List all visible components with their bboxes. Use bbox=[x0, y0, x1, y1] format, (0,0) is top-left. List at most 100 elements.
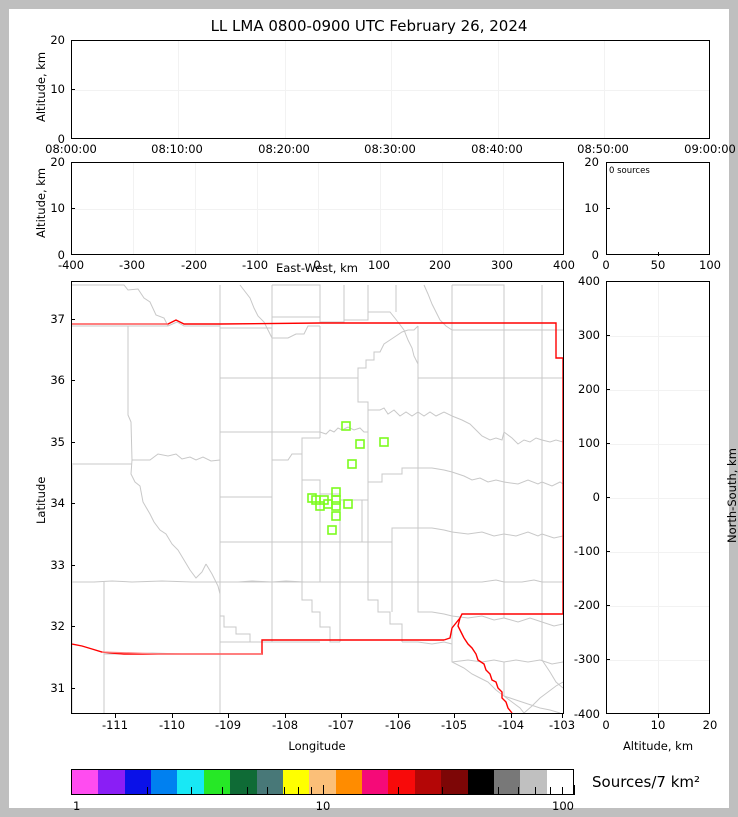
matplotlib-figure: LL LMA 0800-0900 UTC February 26, 2024 2… bbox=[9, 9, 738, 813]
y-tick-label: 10 bbox=[50, 201, 65, 215]
source-marker bbox=[327, 525, 337, 535]
tick bbox=[341, 714, 342, 718]
colorbar-segment bbox=[441, 770, 468, 794]
y-tick-label: 34 bbox=[50, 496, 65, 510]
gridline bbox=[72, 209, 563, 210]
gridline bbox=[285, 41, 286, 138]
colorbar-minor-tick bbox=[190, 787, 192, 795]
y-tick-label: 300 bbox=[578, 328, 600, 342]
y-tick-label: 20 bbox=[50, 155, 65, 169]
colorbar-minor-tick bbox=[146, 787, 148, 795]
colorbar-segment bbox=[282, 770, 310, 794]
x-tick-label: -104 bbox=[497, 718, 525, 732]
colorbar-segment bbox=[546, 770, 573, 794]
colorbar-segment bbox=[230, 770, 257, 794]
ew-panel-xlabel: East-West, km bbox=[276, 261, 358, 275]
y-tick-label: 400 bbox=[578, 274, 600, 288]
tick bbox=[606, 659, 610, 660]
tick bbox=[228, 714, 229, 718]
x-tick-label: -106 bbox=[384, 718, 412, 732]
gridline bbox=[380, 163, 381, 254]
tick bbox=[606, 497, 610, 498]
y-tick-label: 33 bbox=[50, 558, 65, 572]
colorbar-segment bbox=[151, 770, 178, 794]
x-tick-label: -107 bbox=[327, 718, 355, 732]
x-tick-label: 08:10:00 bbox=[151, 142, 203, 156]
x-tick-label: -108 bbox=[271, 718, 299, 732]
x-tick-label: 0 bbox=[602, 258, 610, 272]
tick bbox=[511, 714, 512, 718]
source-marker bbox=[307, 493, 317, 503]
tick bbox=[71, 89, 75, 90]
colorbar-minor-tick bbox=[549, 787, 551, 795]
colorbar-minor-tick bbox=[473, 787, 475, 795]
colorbar[interactable] bbox=[71, 769, 574, 795]
colorbar-major-tick bbox=[322, 785, 324, 795]
y-tick-label: 100 bbox=[578, 436, 600, 450]
x-tick-label: 200 bbox=[429, 258, 451, 272]
tick bbox=[71, 442, 75, 443]
tick bbox=[606, 443, 610, 444]
tick bbox=[606, 208, 610, 209]
gridline bbox=[318, 163, 319, 254]
source-marker bbox=[379, 437, 389, 447]
source-marker bbox=[331, 511, 341, 521]
x-tick-label: 08:00:00 bbox=[45, 142, 97, 156]
source-marker bbox=[331, 501, 341, 511]
tick bbox=[398, 714, 399, 718]
colorbar-segment bbox=[177, 770, 204, 794]
tick bbox=[285, 714, 286, 718]
ew-panel-ylabel: Altitude, km bbox=[34, 167, 48, 238]
x-tick-label: 0 bbox=[313, 258, 321, 272]
colorbar-minor-tick bbox=[222, 787, 224, 795]
gridline bbox=[658, 282, 659, 713]
colorbar-minor-tick bbox=[310, 787, 312, 795]
altitude-histogram-panel[interactable]: 0 sources bbox=[606, 162, 710, 255]
colorbar-minor-tick bbox=[518, 787, 520, 795]
y-tick-label: 0 bbox=[591, 248, 599, 262]
map-xlabel: Longitude bbox=[288, 739, 346, 753]
source-marker bbox=[355, 439, 365, 449]
y-tick-label: -200 bbox=[573, 598, 600, 612]
tick bbox=[658, 714, 659, 718]
colorbar-segment bbox=[520, 770, 547, 794]
source-marker bbox=[341, 421, 351, 431]
source-marker bbox=[347, 459, 357, 469]
gridline bbox=[604, 41, 605, 138]
y-tick-label: 20 bbox=[50, 33, 65, 47]
colorbar-segment bbox=[335, 770, 363, 794]
tick bbox=[606, 335, 610, 336]
gridline bbox=[503, 163, 504, 254]
x-tick-label: -100 bbox=[241, 258, 269, 272]
source-marker bbox=[343, 499, 353, 509]
x-tick-label: 08:30:00 bbox=[364, 142, 416, 156]
y-tick-label: 35 bbox=[50, 435, 65, 449]
colorbar-minor-tick bbox=[298, 787, 300, 795]
y-tick-label: 32 bbox=[50, 619, 65, 633]
figure-title: LL LMA 0800-0900 UTC February 26, 2024 bbox=[210, 17, 528, 35]
ns-panel-ylabel: North-South, km bbox=[725, 448, 738, 543]
x-tick-label: 09:00:00 bbox=[684, 142, 736, 156]
time-height-panel[interactable] bbox=[71, 40, 710, 139]
y-tick-label: 10 bbox=[584, 201, 599, 215]
north-south-height-panel[interactable] bbox=[606, 281, 710, 714]
colorbar-major-tick bbox=[71, 785, 72, 795]
colorbar-minor-tick bbox=[246, 787, 248, 795]
tick bbox=[454, 714, 455, 718]
y-tick-label: 31 bbox=[50, 681, 65, 695]
gridline bbox=[72, 90, 709, 91]
x-tick-label: 0 bbox=[602, 718, 610, 732]
y-tick-label: -400 bbox=[573, 707, 600, 721]
y-tick-label: -100 bbox=[573, 544, 600, 558]
x-tick-label: 08:40:00 bbox=[471, 142, 523, 156]
map-panel[interactable] bbox=[71, 281, 564, 714]
y-tick-label: 0 bbox=[57, 132, 65, 146]
colorbar-title: Sources/7 km² bbox=[592, 773, 701, 791]
time-panel-ylabel: Altitude, km bbox=[34, 51, 48, 122]
gridline bbox=[498, 41, 499, 138]
source-marker bbox=[331, 487, 341, 497]
colorbar-segment bbox=[72, 770, 99, 794]
colorbar-segment bbox=[309, 770, 336, 794]
tick bbox=[606, 605, 610, 606]
east-west-height-panel[interactable] bbox=[71, 162, 564, 255]
